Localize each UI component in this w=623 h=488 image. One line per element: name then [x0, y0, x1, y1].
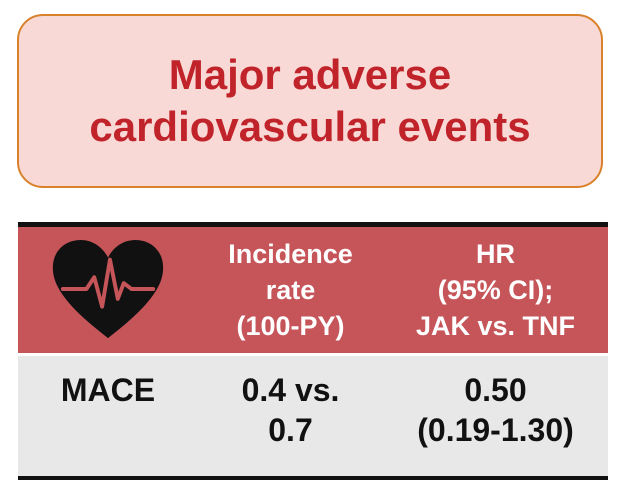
- incidence-value: 0.7: [268, 412, 313, 448]
- incidence-cell: 0.4 vs. 0.7: [198, 356, 383, 476]
- hr-ci-value: (0.19-1.30): [417, 412, 574, 448]
- bottom-rule: [18, 476, 608, 480]
- page-title: Major adverse cardiovascular events: [19, 49, 601, 153]
- header-text: HR: [476, 239, 515, 269]
- heart-pulse-icon: [52, 239, 164, 339]
- header-incidence-rate: Incidence rate (100-PY): [198, 227, 383, 353]
- title-line-2: cardiovascular events: [89, 103, 531, 150]
- header-divider: [18, 353, 608, 356]
- header-text: (95% CI);: [437, 275, 554, 305]
- top-rule: [18, 222, 608, 227]
- table-header-row: Incidence rate (100-PY) HR (95% CI); JAK…: [18, 227, 608, 353]
- header-text: (100-PY): [236, 311, 345, 341]
- title-box: Major adverse cardiovascular events: [17, 14, 603, 188]
- row-label: MACE: [60, 372, 156, 408]
- table-row: MACE 0.4 vs. 0.7 0.50 (0.19-1.30): [18, 356, 608, 476]
- hr-value: 0.50: [464, 372, 527, 408]
- header-hazard-ratio: HR (95% CI); JAK vs. TNF: [383, 227, 608, 353]
- header-text: Incidence: [228, 239, 353, 269]
- hr-cell: 0.50 (0.19-1.30): [383, 356, 608, 476]
- incidence-value: 0.4 vs.: [241, 372, 340, 408]
- header-text: rate: [265, 275, 316, 305]
- header-text: JAK vs. TNF: [415, 311, 576, 341]
- row-label-cell: MACE: [18, 356, 198, 476]
- title-line-1: Major adverse: [168, 51, 452, 98]
- header-icon-cell: [18, 227, 198, 353]
- mace-table: Incidence rate (100-PY) HR (95% CI); JAK…: [18, 222, 608, 482]
